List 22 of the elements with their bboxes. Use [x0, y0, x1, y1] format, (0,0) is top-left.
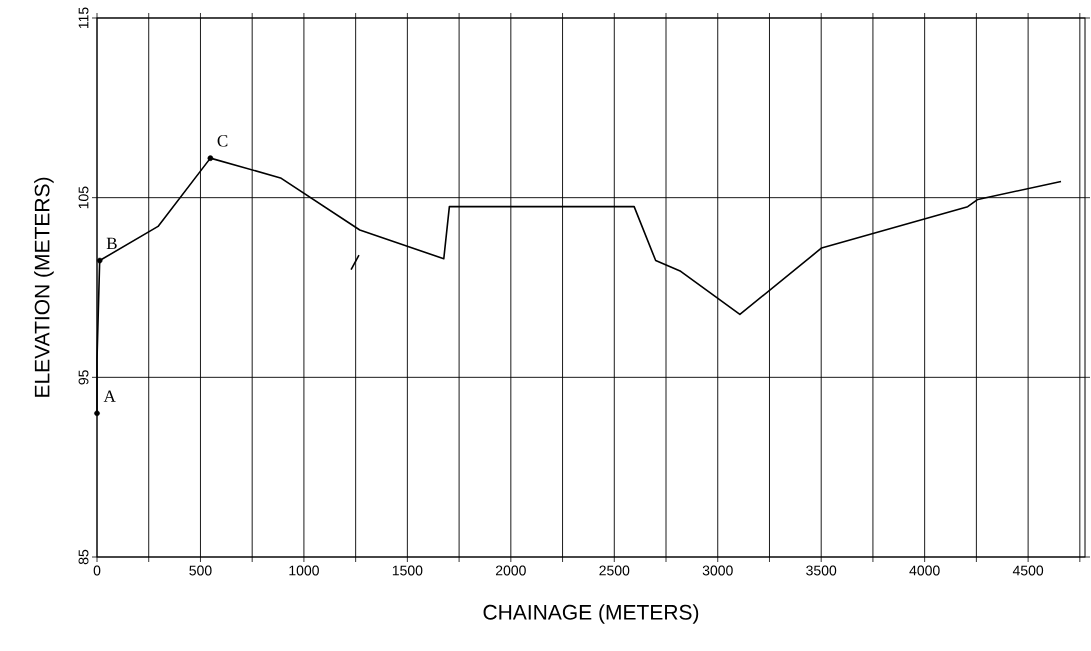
- x-tick-label: 3000: [702, 565, 733, 576]
- x-tick-label: 2000: [495, 565, 526, 576]
- x-tick-label: 1500: [392, 565, 423, 576]
- x-tick-label: 4000: [909, 565, 940, 576]
- point: [94, 410, 100, 417]
- x-tick-label: 1000: [289, 565, 319, 576]
- annotation: A: [103, 390, 116, 402]
- x-tick-label: 2500: [599, 565, 630, 576]
- x-tick-label: 0: [93, 565, 101, 576]
- point: [96, 257, 103, 264]
- x-axis-title: CHAINAGE (METERS): [483, 604, 699, 624]
- annotation: B: [106, 237, 117, 250]
- y-tick-label: 95: [78, 370, 89, 385]
- y-axis-title: ELEVATION (METERS): [34, 177, 54, 397]
- annotation: C: [217, 135, 228, 147]
- y-tick-label: 85: [78, 549, 89, 565]
- x-tick-label: 500: [189, 565, 212, 576]
- point: [207, 155, 214, 161]
- y-tick-label: 115: [78, 7, 89, 29]
- y-tick-label: 105: [78, 186, 89, 209]
- x-tick-label: 3500: [806, 565, 837, 576]
- x-tick-label: 4500: [1012, 565, 1044, 576]
